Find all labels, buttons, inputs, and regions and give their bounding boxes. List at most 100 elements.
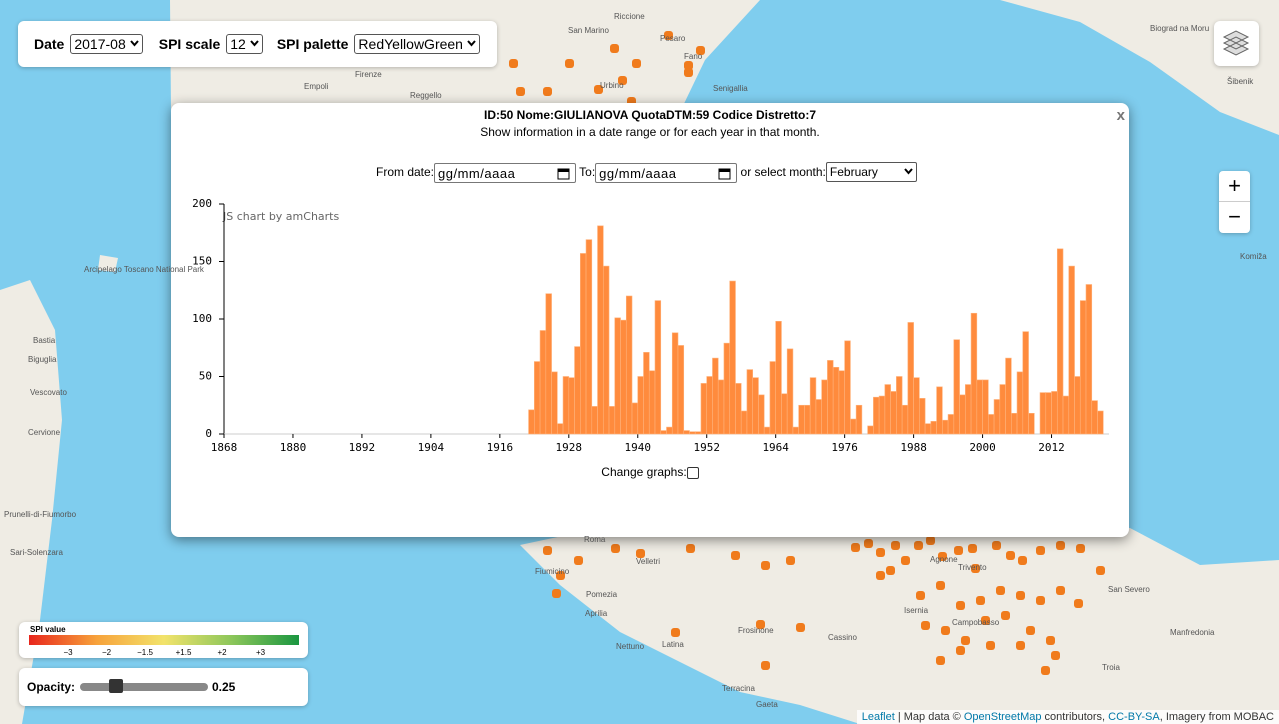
map-label: Biguglia (28, 355, 57, 364)
bar (735, 383, 742, 435)
map-label: Campobasso (952, 618, 1000, 627)
bar (999, 384, 1006, 435)
legend-tick-label: +2 (217, 648, 227, 657)
station-marker (611, 544, 620, 553)
spi-legend: SPI value −3 −2 −1.5 +1.5 +2 +3 (19, 622, 308, 658)
bar (896, 376, 903, 435)
checkbox[interactable] (686, 466, 699, 479)
bar (867, 425, 874, 435)
station-marker (941, 626, 950, 635)
bar (781, 393, 788, 435)
change-graphs: Change graphs: (171, 465, 1129, 479)
bar (763, 426, 771, 435)
x-tick-label: 1928 (556, 441, 583, 454)
map-label: Aprilia (585, 609, 608, 618)
station-marker (851, 543, 860, 552)
map-label: Agnone (930, 555, 958, 564)
bar (712, 357, 719, 435)
station-marker (891, 541, 900, 550)
placeholder: gg/mm/aaaa (438, 165, 516, 181)
y-tick-label: 0 (205, 427, 212, 440)
station-marker (671, 628, 680, 637)
slider-track[interactable] (80, 683, 208, 691)
bar (683, 430, 690, 435)
legend-gradient (29, 635, 299, 645)
link[interactable]: Leaflet (861, 711, 895, 723)
link[interactable]: OpenStreetMap (963, 711, 1042, 723)
label: Date (34, 36, 65, 52)
bar (591, 406, 598, 435)
slider-thumb[interactable] (109, 679, 123, 693)
label: From date: (376, 165, 435, 179)
map-label: Velletri (636, 557, 661, 566)
map-label: Pesaro (660, 34, 686, 43)
map-label: Roma (584, 535, 606, 544)
bar (1028, 412, 1035, 435)
zoom-in[interactable]: + (1219, 171, 1250, 202)
date-select[interactable]: 2017-08 (70, 34, 143, 54)
bar (568, 377, 575, 435)
station-marker (921, 621, 930, 630)
bar (574, 346, 581, 435)
station-marker (901, 556, 910, 565)
from-date[interactable]: gg/mm/aaaa (434, 162, 577, 183)
station-marker (574, 556, 583, 565)
zoom-out[interactable]: − (1228, 204, 1241, 229)
station-marker (914, 541, 923, 550)
map-label: Riccione (614, 12, 645, 21)
bar (740, 410, 748, 435)
palette-select[interactable]: RedYellowGreen (354, 34, 480, 54)
x-tick-label: 1892 (349, 441, 376, 454)
station-marker (916, 591, 925, 600)
value: February (829, 165, 878, 179)
bar (551, 371, 558, 435)
map-label: Bastia (33, 336, 56, 345)
placeholder: gg/mm/aaaa (599, 165, 677, 181)
map-label: San Marino (568, 26, 609, 35)
y-tick-label: 50 (199, 370, 212, 383)
station-marker (1051, 651, 1060, 660)
close-button[interactable]: x (1116, 107, 1125, 124)
bar (1005, 357, 1012, 435)
label: To: (579, 165, 596, 179)
bar (1011, 412, 1018, 435)
link[interactable]: CC-BY-SA (1108, 711, 1160, 723)
station-marker (1096, 566, 1105, 575)
x-tick-label: 1904 (418, 441, 445, 454)
map-label: Firenze (355, 70, 382, 79)
bar (1022, 331, 1029, 435)
station-marker (876, 571, 885, 580)
bar (557, 423, 564, 435)
x-tick-label: 1916 (487, 441, 513, 454)
bar (930, 421, 937, 435)
land (520, 528, 1279, 724)
scale-select[interactable]: 12 (226, 34, 263, 54)
bar (953, 339, 960, 435)
x-tick-label: 1940 (625, 441, 652, 454)
layers-button[interactable] (1214, 21, 1259, 66)
station-marker (796, 623, 805, 632)
map-label: Cassino (828, 633, 857, 642)
text: contributors, (1041, 711, 1109, 723)
bar (643, 352, 650, 435)
station-marker (565, 59, 574, 68)
map-label: Nettuno (616, 642, 645, 651)
value: 2017-08 (74, 36, 126, 52)
bar (1051, 391, 1058, 435)
station-marker (731, 551, 740, 560)
station-marker (1018, 556, 1027, 565)
bar (637, 376, 644, 435)
to-date[interactable]: gg/mm/aaaa (595, 162, 738, 183)
bar (1039, 392, 1047, 435)
bar (1097, 410, 1104, 435)
station-marker (543, 546, 552, 555)
bar (832, 366, 840, 435)
month-select[interactable]: February (825, 162, 917, 182)
station-marker (1016, 641, 1025, 650)
bar (562, 376, 570, 435)
bar (936, 386, 943, 435)
station-marker (981, 616, 990, 625)
station-marker (976, 596, 985, 605)
bar (717, 379, 725, 435)
